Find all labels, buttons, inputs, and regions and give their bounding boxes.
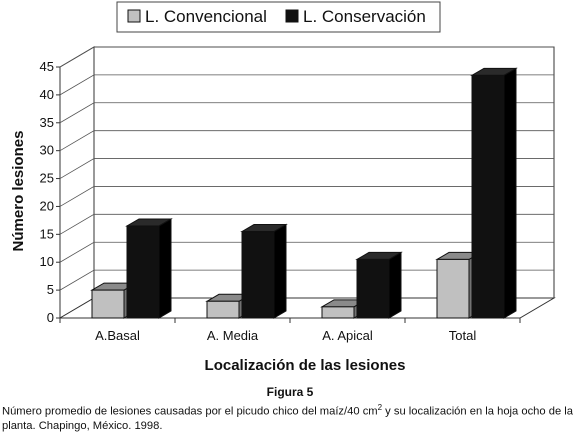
y-tick-label: 45 [40,59,54,74]
y-tick-label: 25 [40,171,54,186]
bar-conservacion [355,251,403,319]
bar-conservacion [470,67,518,319]
gridline [59,74,554,96]
y-tick-label: 15 [40,226,54,241]
side-wall [59,46,95,319]
legend-box [116,1,441,33]
y-tick-label: 40 [40,87,54,102]
bar-chart: 0 5 10 15 20 25 30 35 40 45 A.Basal A. Media A. Api… [10,1,556,374]
caption-text-end: y su localización en la hoja ocho de la … [2,405,573,432]
legend-label: L. Conservación [303,7,426,26]
legend-label: L. Convencional [145,7,267,26]
gridline [59,46,554,68]
bar-front [321,306,355,319]
x-category-label: A. Media [207,328,259,343]
y-axis-ticks: 0 5 10 15 20 25 30 35 40 45 [40,59,60,325]
caption-text: Número promedio de lesiones causadas por… [2,405,378,418]
gridline [59,241,554,263]
bar-side [158,218,172,319]
bar-conservacion [240,223,288,319]
legend: L. Convencional L. Conservación [116,1,441,33]
bars [90,67,518,319]
gridline [59,186,554,207]
y-tick-label: 10 [40,254,54,269]
figure-title: Figura 5 [266,385,314,399]
bar-front [436,258,470,319]
gridline [59,130,554,152]
bar-front [241,231,275,319]
gridlines [59,46,554,291]
bar-side [503,67,517,319]
y-tick-label: 30 [40,143,54,158]
bar-front [206,300,240,319]
bar-side [388,251,402,319]
gridline [59,213,554,235]
gridline [59,158,554,179]
bar-front [91,289,125,319]
y-tick-label: 35 [40,115,54,130]
y-tick-label: 5 [47,282,54,297]
bar-side [273,223,287,319]
y-axis-title: Número lesiones [10,131,27,252]
x-category-label: Total [449,328,477,343]
x-category-label: A. Apical [322,328,373,343]
y-tick-label: 0 [47,310,54,325]
bar-conservacion [125,218,173,319]
bar-front [356,258,390,319]
gridline [59,102,554,124]
legend-swatch [127,9,141,23]
figure-caption: Número promedio de lesiones causadas por… [2,401,580,432]
bar-front [126,225,160,319]
x-axis-title: Localización de las lesiones [205,357,406,374]
x-axis-categories: A.Basal A. Media A. Apical Total [59,318,521,343]
x-category-label: A.Basal [95,328,140,343]
legend-swatch [285,9,299,23]
bar-front [471,74,505,319]
y-tick-label: 20 [40,198,54,213]
caption-superscript: 2 [377,403,383,412]
